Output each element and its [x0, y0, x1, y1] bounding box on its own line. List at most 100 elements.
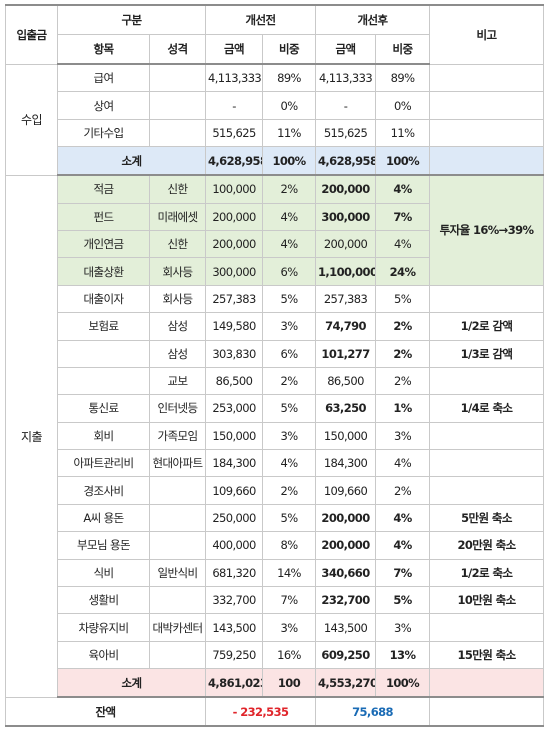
- budget-table: 입출금 구분 개선전 개선후 비고 항목 성격 금액 비중 금액 비중 수입 급여…: [5, 4, 545, 728]
- cell-amount-after: 150,000: [315, 421, 377, 451]
- cell-amount-before: 515,625: [205, 118, 263, 148]
- cell-amount-before: 332,700: [205, 586, 263, 615]
- cell-item: 통신료: [57, 394, 150, 423]
- cell-note: 20만원 축소: [429, 531, 545, 560]
- cell-amount-after: 200,000: [315, 174, 377, 204]
- cell-item: 기타수입: [57, 118, 150, 148]
- cell-item: 부모님 용돈: [57, 531, 150, 560]
- cell-amount-after: 1,100,000: [315, 257, 377, 286]
- cell-ratio-after: 7%: [375, 202, 431, 231]
- table-row: 상여 -0% -0%: [6, 91, 545, 120]
- cell-item: 아파트관리비: [57, 449, 150, 478]
- cell-item: 생활비: [57, 586, 150, 615]
- cell-amount-before: 4,113,333: [205, 63, 263, 93]
- cell-amount-before: 253,000: [205, 394, 263, 423]
- category-expense: 지출: [5, 174, 58, 698]
- cell-note: [429, 476, 545, 505]
- cell-item: 식비: [57, 558, 150, 588]
- balance-before: - 232,535: [204, 696, 317, 728]
- cell-nature: [149, 63, 206, 93]
- cell-ratio-after: 2%: [375, 476, 431, 505]
- cell-amount-before: 86,500: [205, 366, 263, 396]
- cell-amount-after: 143,500: [315, 613, 377, 642]
- income-subtotal-row: 소계 4,628,958 100% 4,628,958 100%: [6, 146, 545, 177]
- cell-ratio-before: 6%: [261, 339, 317, 368]
- table-row: 대출이자 회사등 257,383 5% 257,383 5%: [6, 284, 545, 314]
- table-row: 대출상환 회사등 300,000 6% 1,100,000 24%: [6, 257, 544, 286]
- cell-item: 상여: [57, 91, 150, 120]
- cell-ratio-after: 24%: [375, 257, 431, 286]
- cell-amount-after: 109,660: [315, 476, 377, 505]
- subtotal-amount-before: 4,861,023: [205, 668, 263, 699]
- cell-ratio-after: 89%: [375, 63, 431, 93]
- subtotal-label: 소계: [57, 668, 206, 699]
- cell-amount-before: 100,000: [205, 174, 263, 204]
- cell-amount-before: 149,580: [205, 312, 263, 341]
- cell-ratio-after: 4%: [375, 503, 431, 533]
- cell-nature: 대박카센터: [149, 613, 206, 642]
- cell-note: 1/2로 감액: [429, 312, 545, 341]
- table-row: 경조사비 109,660 2% 109,660 2%: [6, 476, 545, 505]
- cell-ratio-before: 4%: [261, 202, 317, 231]
- cell-amount-after: 86,500: [315, 366, 377, 396]
- cell-amount-after: 184,300: [315, 449, 377, 478]
- subtotal-note: [429, 668, 545, 699]
- cell-ratio-after: 3%: [375, 613, 431, 642]
- balance-label: 잔액: [5, 696, 206, 728]
- cell-note: 5만원 축소: [429, 503, 545, 533]
- header-amount-after: 금액: [315, 34, 377, 65]
- cell-note: [429, 366, 545, 396]
- table-row: 부모님 용돈 400,000 8% 200,000 4% 20만원 축소: [6, 531, 545, 560]
- cell-amount-before: 681,320: [205, 558, 263, 588]
- cell-ratio-before: 5%: [261, 503, 317, 533]
- cell-nature: [149, 476, 206, 505]
- cell-note: 1/3로 감액: [429, 339, 545, 368]
- cell-ratio-before: 3%: [261, 613, 317, 642]
- cell-amount-after: 232,700: [315, 586, 377, 615]
- header-ratio-after: 비중: [375, 34, 431, 65]
- table-row: 식비 일반식비 681,320 14% 340,660 7% 1/2로 축소: [6, 558, 545, 588]
- cell-note: [429, 63, 545, 93]
- cell-ratio-before: 7%: [261, 586, 317, 615]
- cell-ratio-after: 4%: [375, 229, 431, 259]
- cell-nature: 일반식비: [149, 558, 206, 588]
- cell-amount-before: 250,000: [205, 503, 263, 533]
- cell-ratio-before: 16%: [261, 640, 317, 670]
- cell-ratio-after: 5%: [375, 586, 431, 615]
- cell-item: 회비: [57, 421, 150, 451]
- subtotal-amount-after: 4,628,958: [315, 146, 377, 177]
- cell-ratio-before: 3%: [261, 312, 317, 341]
- table-row: 개인연금 신한 200,000 4% 200,000 4%: [6, 229, 544, 259]
- balance-after: 75,688: [315, 696, 431, 728]
- cell-item: 급여: [57, 63, 150, 93]
- header-before: 개선전: [204, 4, 317, 35]
- cell-ratio-before: 6%: [261, 257, 317, 286]
- balance-note: [429, 696, 545, 728]
- header-ratio-before: 비중: [261, 34, 317, 65]
- cell-item: 보험료: [57, 312, 150, 341]
- cell-item: 대출상환: [57, 257, 150, 286]
- cell-nature: [149, 503, 206, 533]
- subtotal-ratio-before: 100%: [261, 146, 317, 177]
- cell-ratio-before: 4%: [261, 229, 317, 259]
- cell-ratio-before: 11%: [261, 118, 317, 148]
- cell-ratio-after: 13%: [375, 640, 431, 670]
- cell-ratio-before: 5%: [261, 284, 317, 314]
- cell-ratio-before: 0%: [261, 91, 317, 120]
- cell-nature: [149, 91, 206, 120]
- cell-amount-before: 400,000: [205, 531, 263, 560]
- cell-ratio-after: 2%: [375, 366, 431, 396]
- cell-item: A씨 용돈: [57, 503, 150, 533]
- cell-item: 경조사비: [57, 476, 150, 505]
- table-row: 지출 적금 신한 100,000 2% 200,000 4% 투자율 16%→39%: [5, 174, 545, 698]
- cell-note: [429, 449, 545, 478]
- subtotal-amount-before: 4,628,958: [205, 146, 263, 177]
- cell-amount-before: 109,660: [205, 476, 263, 505]
- table-row: 회비 가족모임 150,000 3% 150,000 3%: [6, 421, 545, 451]
- cell-ratio-after: 0%: [375, 91, 431, 120]
- cell-ratio-after: 2%: [375, 339, 431, 368]
- cell-note: 1/4로 축소: [429, 394, 545, 423]
- cell-ratio-before: 2%: [261, 174, 317, 204]
- balance-row: 잔액 - 232,535 75,688: [5, 696, 545, 728]
- cell-nature: [149, 531, 206, 560]
